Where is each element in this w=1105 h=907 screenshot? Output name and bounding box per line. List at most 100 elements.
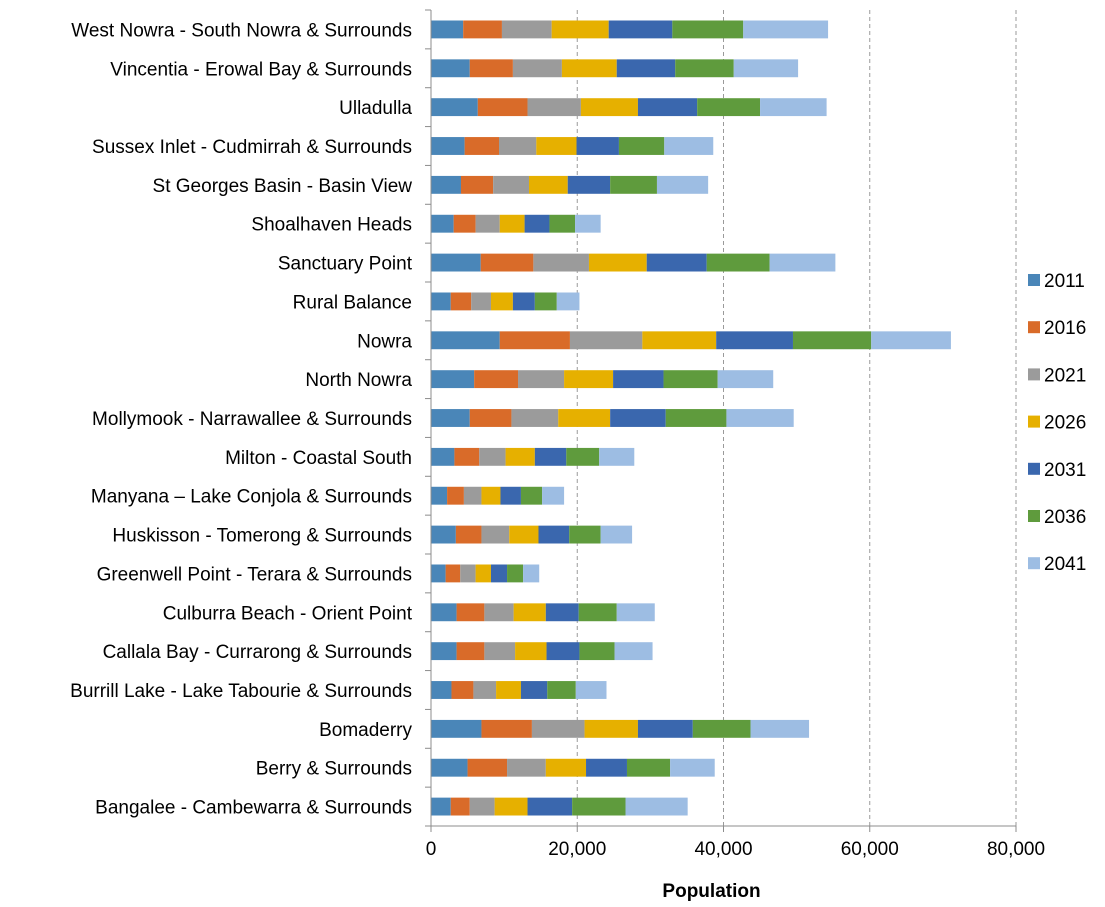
bar-segment — [499, 214, 525, 233]
bar-segment — [431, 564, 446, 583]
bar-segment — [769, 253, 836, 272]
bar-segment — [716, 331, 793, 350]
legend-label: 2041 — [1044, 554, 1086, 575]
category-label: Rural Balance — [293, 292, 412, 313]
bar-segment — [549, 214, 576, 233]
bar-segment — [451, 681, 474, 699]
bar-segment — [558, 409, 611, 427]
bar-segment — [520, 681, 548, 699]
bar-segment — [546, 642, 580, 661]
category-label: Culburra Beach - Orient Point — [163, 603, 413, 624]
bar-segment — [484, 603, 514, 622]
bar-segment — [531, 719, 585, 738]
bar-segment — [431, 642, 457, 661]
category-label: Bangalee - Cambewarra & Surrounds — [95, 798, 412, 819]
bar-segment — [588, 253, 647, 272]
category-label: Burrill Lake - Lake Tabourie & Surrounds — [70, 681, 412, 702]
bar-segment — [665, 409, 727, 427]
legend-swatch — [1028, 510, 1040, 522]
category-label: Huskisson - Tomerong & Surrounds — [112, 526, 412, 547]
bar-segment — [463, 20, 502, 39]
bar-segment — [500, 486, 521, 505]
bar-segment — [569, 331, 643, 350]
bar-segment — [618, 137, 665, 155]
x-tick-label: 80,000 — [987, 839, 1045, 860]
bar-segment — [507, 758, 546, 777]
bar-segment — [642, 331, 717, 350]
bar-segment — [467, 758, 508, 777]
legend-swatch — [1028, 557, 1040, 570]
bar-segment — [507, 564, 524, 583]
bar-segment — [527, 797, 573, 816]
legend-label: 2021 — [1044, 365, 1086, 386]
bar-segment — [576, 137, 619, 155]
legend-label: 2026 — [1044, 413, 1086, 434]
legend-swatch — [1028, 462, 1040, 475]
bar-segment — [564, 370, 614, 389]
legend: 2011 2016 2021 2026 2031 2036 2041 — [1028, 271, 1086, 575]
bar-segment — [551, 20, 609, 39]
bar-segment — [431, 59, 470, 78]
bar-segment — [431, 681, 452, 699]
legend-label: 2016 — [1044, 318, 1086, 339]
bar-segment — [534, 292, 557, 311]
bar-segment — [518, 370, 565, 389]
bar-segment — [455, 525, 482, 544]
bar-segment — [460, 175, 494, 194]
category-label: Sussex Inlet - Cudmirrah & Surrounds — [92, 137, 412, 158]
axis-lines — [425, 9, 1017, 832]
bar-segment — [743, 20, 829, 39]
category-label: Nowra — [357, 331, 412, 352]
bar-segment — [520, 486, 543, 505]
bar-segment — [610, 409, 666, 427]
x-tick-label: 20,000 — [548, 839, 606, 860]
bar-segment — [431, 253, 481, 272]
bar-segment — [515, 642, 547, 661]
category-label: Greenwell Point - Terara & Surrounds — [97, 564, 412, 585]
bar-segment — [481, 486, 501, 505]
bar-segment — [733, 59, 799, 78]
bar-segment — [792, 331, 872, 350]
bar-segment — [626, 758, 671, 777]
bar-segment — [523, 564, 540, 583]
bar-segment — [566, 447, 600, 466]
bar-segment — [431, 409, 470, 427]
bar-segment — [469, 409, 512, 427]
bar-segment — [490, 564, 508, 583]
bar-segment — [511, 409, 559, 427]
bar-segment — [575, 681, 607, 699]
category-label: Callala Bay - Currarong & Surrounds — [103, 642, 412, 663]
bar-segment — [524, 214, 550, 233]
bar-segment — [445, 564, 461, 583]
bar-segment — [431, 486, 448, 505]
bar-segment — [584, 719, 638, 738]
bar-segment — [513, 603, 546, 622]
category-label: North Nowra — [305, 370, 412, 391]
bar-segment — [475, 214, 500, 233]
bar-segment — [447, 486, 464, 505]
bar-segment — [578, 603, 617, 622]
bar-segment — [692, 719, 751, 738]
category-label: Manyana – Lake Conjola & Surrounds — [91, 487, 412, 508]
bars — [431, 20, 951, 816]
bar-segment — [580, 98, 638, 117]
category-label: Milton - Coastal South — [225, 448, 412, 469]
bar-segment — [431, 331, 500, 350]
bar-segment — [481, 525, 510, 544]
bar-segment — [499, 137, 537, 155]
bar-segment — [456, 603, 485, 622]
bar-segment — [454, 447, 480, 466]
bar-segment — [572, 797, 626, 816]
bar-segment — [656, 175, 709, 194]
bar-segment — [542, 486, 565, 505]
category-label: West Nowra - South Nowra & Surrounds — [71, 20, 412, 41]
bar-segment — [481, 719, 532, 738]
bar-segment — [599, 447, 635, 466]
bar-segment — [545, 603, 579, 622]
legend-swatch — [1028, 368, 1040, 381]
bar-segment — [473, 681, 497, 699]
bar-segment — [469, 59, 513, 78]
bar-segment — [460, 564, 476, 583]
bar-segment — [512, 292, 535, 311]
bar-segment — [672, 20, 744, 39]
